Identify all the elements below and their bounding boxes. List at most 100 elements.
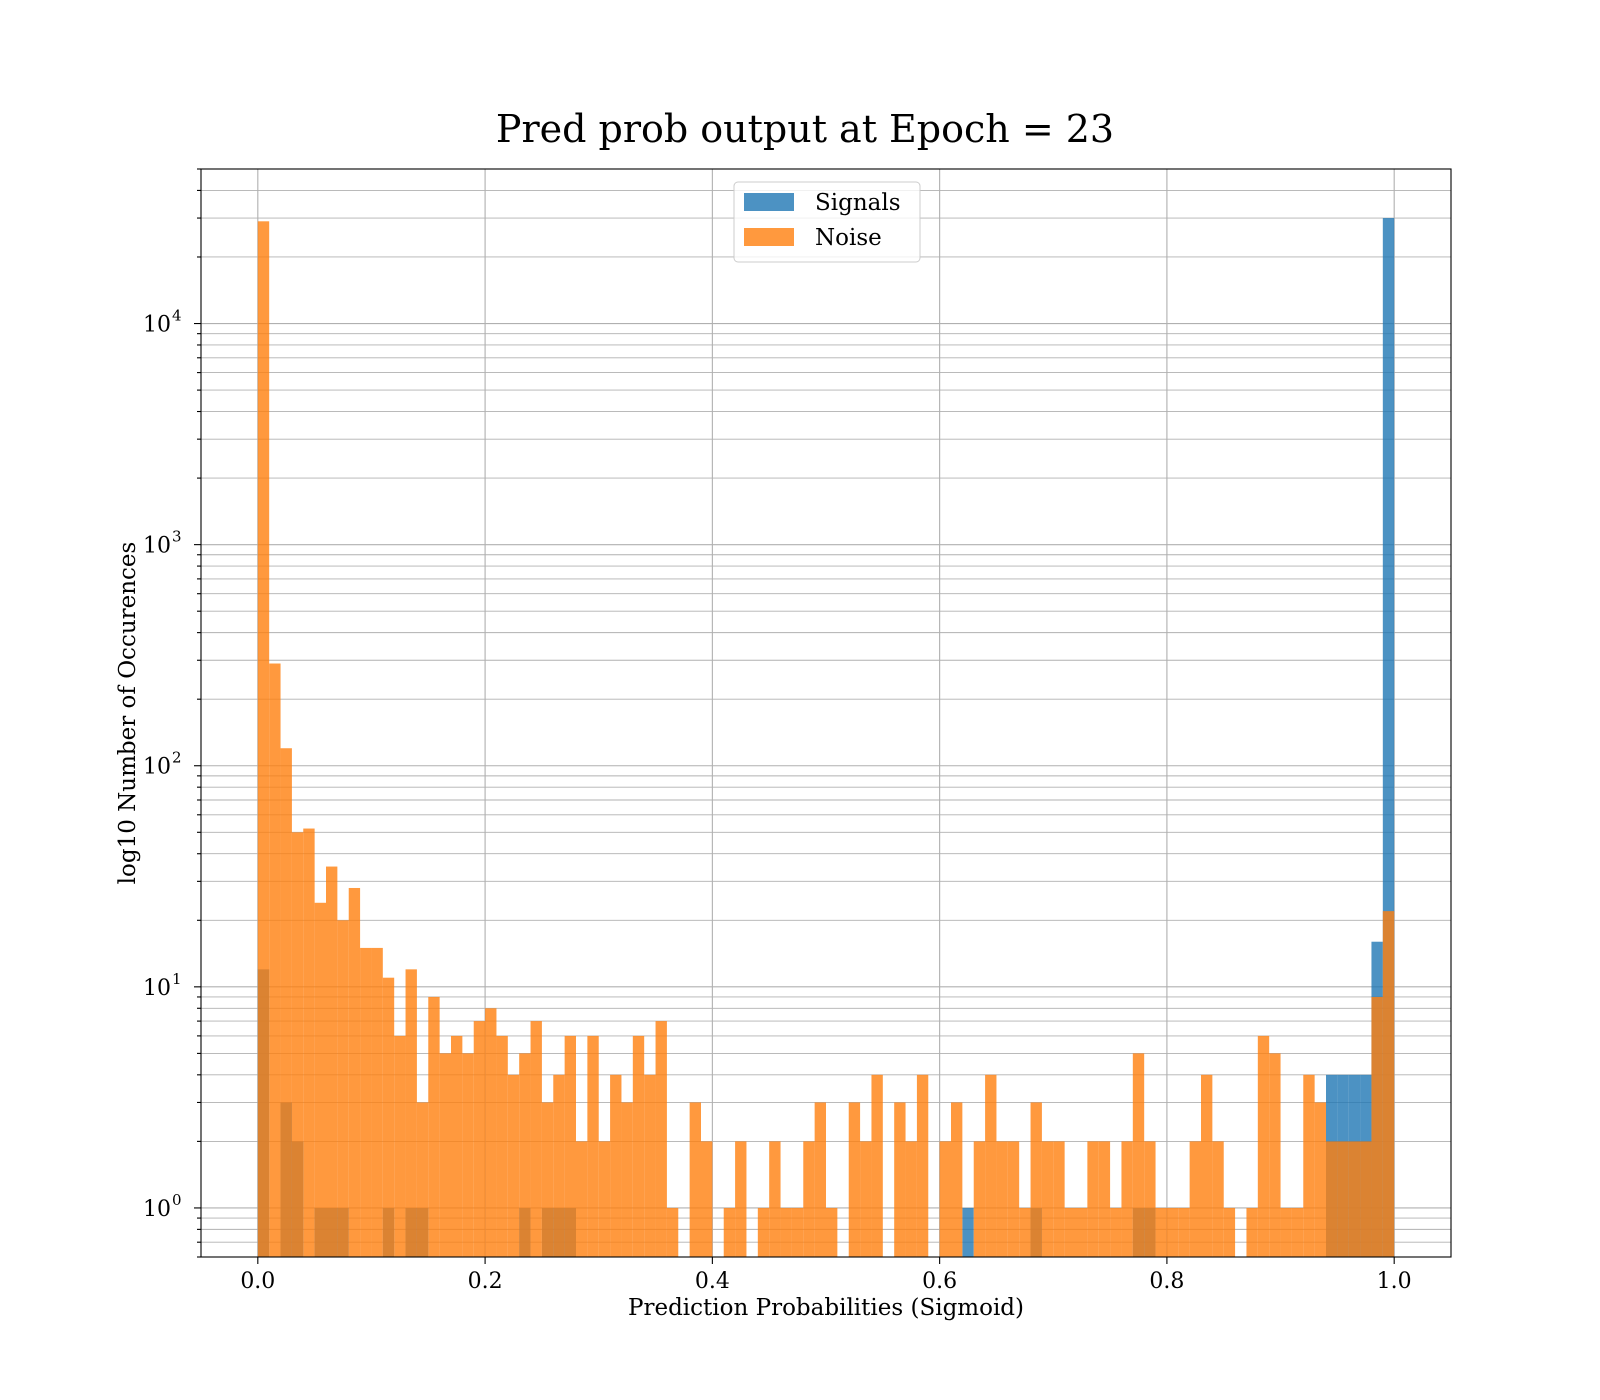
noise-bar xyxy=(701,1141,713,1257)
y-tick-exponent: 2 xyxy=(172,749,182,767)
noise-bar xyxy=(632,1035,645,1257)
noise-bar xyxy=(462,1053,474,1257)
noise-bar xyxy=(1348,1141,1361,1257)
noise-bar xyxy=(1041,1141,1054,1257)
y-tick-label: 10 xyxy=(143,1197,171,1222)
noise-bar xyxy=(530,1021,542,1257)
noise-bar xyxy=(257,221,270,1258)
chart-title: Pred prob output at Epoch = 23 xyxy=(496,107,1114,151)
noise-bar xyxy=(405,969,417,1257)
noise-bar xyxy=(951,1102,963,1257)
y-axis-label: log10 Number of Occurences xyxy=(115,542,141,885)
noise-bar xyxy=(1326,1141,1338,1257)
noise-bar xyxy=(348,887,361,1257)
noise-bar xyxy=(723,1207,736,1257)
noise-bar xyxy=(1280,1207,1292,1257)
noise-bar xyxy=(1121,1141,1133,1257)
noise-bar xyxy=(280,748,292,1257)
noise-bar xyxy=(337,920,349,1257)
y-tick-base: 10 xyxy=(143,755,171,780)
noise-bar xyxy=(871,1074,883,1257)
noise-bar xyxy=(1303,1074,1315,1257)
noise-bar xyxy=(1257,1035,1270,1257)
noise-bar xyxy=(644,1074,656,1257)
x-tick-label: 0.2 xyxy=(468,1269,503,1294)
noise-bar xyxy=(1053,1141,1065,1257)
noise-bar xyxy=(553,1074,565,1257)
y-tick-label: 10 xyxy=(143,976,171,1001)
noise-bar xyxy=(360,947,372,1257)
x-tick-label: 0.8 xyxy=(1149,1269,1184,1294)
noise-bar xyxy=(291,832,304,1257)
noise-bar xyxy=(1155,1207,1167,1257)
noise-bar xyxy=(826,1207,838,1257)
noise-bar xyxy=(382,977,395,1257)
noise-bar xyxy=(985,1074,997,1257)
noise-bar xyxy=(485,1008,497,1257)
noise-bar xyxy=(1337,1141,1349,1257)
legend-label-signals: Signals xyxy=(815,190,901,216)
noise-bar xyxy=(735,1141,747,1257)
noise-bar xyxy=(894,1102,906,1257)
noise-bar xyxy=(1007,1141,1020,1257)
noise-bar xyxy=(564,1035,576,1257)
noise-bar xyxy=(1269,1053,1281,1257)
noise-bar xyxy=(621,1102,633,1257)
noise-bar xyxy=(769,1141,781,1257)
noise-bar xyxy=(860,1141,872,1257)
y-tick-base: 10 xyxy=(143,313,171,338)
noise-bar xyxy=(916,1074,929,1257)
noise-bar xyxy=(1201,1074,1213,1257)
signals-bar xyxy=(962,1207,974,1257)
legend: Signals Noise xyxy=(733,181,921,263)
noise-bar xyxy=(451,1035,463,1257)
noise-bar xyxy=(655,1021,667,1257)
y-tick-exponent: 4 xyxy=(172,307,182,325)
noise-bar xyxy=(416,1102,429,1257)
legend-label-noise: Noise xyxy=(815,225,882,251)
noise-bar xyxy=(496,1035,508,1257)
y-tick-base: 10 xyxy=(143,534,171,559)
noise-bar xyxy=(519,1053,531,1257)
noise-bar xyxy=(1064,1207,1076,1257)
noise-bar xyxy=(1110,1207,1122,1257)
y-tick-exponent: 0 xyxy=(172,1191,182,1209)
legend-swatch-signals xyxy=(744,193,794,211)
noise-bar xyxy=(371,947,383,1257)
noise-bars xyxy=(257,221,1395,1258)
y-tick-exponent: 1 xyxy=(172,970,182,988)
noise-bar xyxy=(1223,1207,1236,1257)
y-tick-base: 10 xyxy=(143,976,171,1001)
x-tick-label: 0.0 xyxy=(240,1269,275,1294)
noise-bar xyxy=(1144,1141,1156,1257)
noise-bar xyxy=(394,1035,406,1257)
noise-bar xyxy=(587,1035,599,1257)
noise-bar xyxy=(803,1141,815,1257)
noise-bar xyxy=(1019,1207,1031,1257)
noise-bar xyxy=(1360,1141,1372,1257)
noise-bar xyxy=(996,1141,1008,1257)
noise-bar xyxy=(1291,1207,1304,1257)
y-tick-exponent: 3 xyxy=(172,528,182,546)
noise-bar xyxy=(439,1053,451,1257)
noise-bar xyxy=(598,1141,611,1257)
noise-bar xyxy=(1189,1141,1201,1257)
y-tick-label: 10 xyxy=(143,313,171,338)
noise-bar xyxy=(1132,1053,1145,1257)
noise-bar xyxy=(1382,911,1395,1257)
noise-bar xyxy=(791,1207,804,1257)
noise-bar xyxy=(1371,996,1383,1257)
noise-bar xyxy=(1076,1207,1088,1257)
legend-swatch-noise xyxy=(744,228,794,246)
noise-bar xyxy=(780,1207,792,1257)
noise-bar xyxy=(314,902,326,1257)
y-tick-label: 10 xyxy=(143,755,171,780)
noise-bar xyxy=(757,1207,770,1257)
noise-bar xyxy=(576,1141,588,1257)
noise-bar xyxy=(541,1102,554,1257)
noise-bar xyxy=(1178,1207,1190,1257)
x-axis-ticks: 0.0 0.2 0.4 0.6 0.8 1.0 xyxy=(240,1257,1412,1294)
noise-bar xyxy=(507,1074,520,1257)
noise-bar xyxy=(1087,1141,1099,1257)
